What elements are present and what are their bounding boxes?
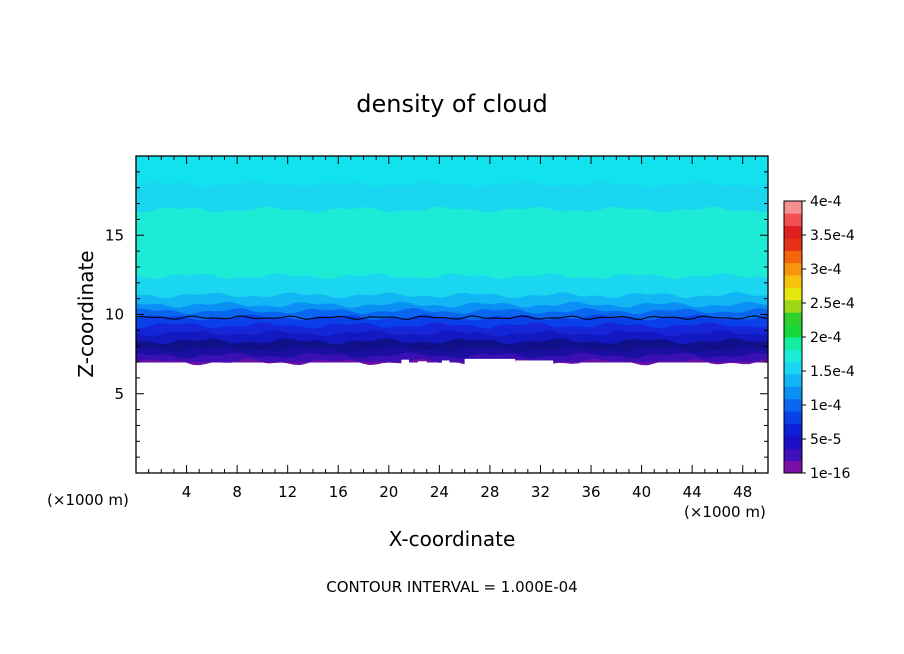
contour-interval-note: CONTOUR INTERVAL = 1.000E-04 [326,578,577,596]
x-tick-label: 40 [632,483,651,501]
colorbar-segment [784,448,802,462]
cloud-base-notch [417,361,427,369]
x-tick-label: 36 [581,483,600,501]
colorbar-segment [784,213,802,227]
x-tick-label: 44 [683,483,702,501]
colorbar-segment [784,238,802,251]
colorbar-label: 1e-4 [810,398,842,414]
colorbar-segment [784,337,802,350]
x-tick-label: 12 [278,483,297,501]
y-axis-label: Z-coordinate [74,250,98,377]
colorbar-segment [784,361,802,375]
colorbar-segment [784,460,802,474]
cloud-base-notch [464,358,516,369]
colorbar-labels: 1e-16 5e-5 1e-4 1.5e-4 2e-4 2.5e-4 3e-4 3.5e-4 4… [802,194,855,482]
colorbar-label: 1.5e-4 [810,364,855,380]
y-tick-label: 5 [114,385,124,403]
colorbar-segment [784,374,802,387]
contour-line [135,315,769,321]
axis-ticks [136,156,768,473]
colorbar-label: 1e-16 [810,466,850,482]
cloud-base-notch [382,364,399,369]
y-unit-label: (×1000 m) [47,491,129,509]
cloud-base-notch [441,360,450,369]
cloud-base-notch [515,360,554,369]
y-tick-label: 10 [105,306,124,324]
colorbar-segment [784,250,802,264]
x-tick-label: 28 [480,483,499,501]
x-tick-label: 8 [232,483,242,501]
x-tick-label: 32 [531,483,550,501]
y-tick-label: 15 [105,226,124,244]
colorbar-segment [784,386,802,400]
colorbar-segment [784,287,802,301]
colorbar-segment [784,423,802,437]
x-tick-label: 24 [430,483,449,501]
colorbar-segment [784,435,802,449]
colorbar-segment [784,398,802,412]
colorbar-label: 3e-4 [810,262,842,278]
x-tick-label: 48 [733,483,752,501]
x-tick-label: 20 [379,483,398,501]
colorbar-label: 4e-4 [810,194,842,210]
colorbar-segment [784,299,802,313]
cloud-base-notch [401,359,410,369]
x-tick-label: 4 [182,483,192,501]
colorbar [783,200,803,474]
colorbar-segment [784,312,802,326]
colorbar-segment [784,349,802,363]
x-tick-labels: 4 8 12 16 20 24 28 32 36 40 44 48 [182,483,752,501]
chart-title: density of cloud [356,90,547,118]
colorbar-label: 2e-4 [810,330,842,346]
density-band [136,352,768,363]
colorbar-segment [784,225,802,239]
density-band [136,358,768,366]
x-axis-label: X-coordinate [389,527,516,551]
x-unit-label: (×1000 m) [684,503,766,521]
colorbar-segment [784,262,802,276]
colorbar-label: 5e-5 [810,432,841,448]
colorbar-segment [784,324,802,338]
colorbar-segment [784,411,802,424]
colorbar-segment [784,201,802,214]
cloud-density-field [136,156,768,369]
x-tick-label: 16 [329,483,348,501]
y-tick-labels: 5 10 15 [105,226,124,403]
colorbar-segment [784,275,802,288]
colorbar-label: 2.5e-4 [810,296,855,312]
colorbar-label: 3.5e-4 [810,228,855,244]
